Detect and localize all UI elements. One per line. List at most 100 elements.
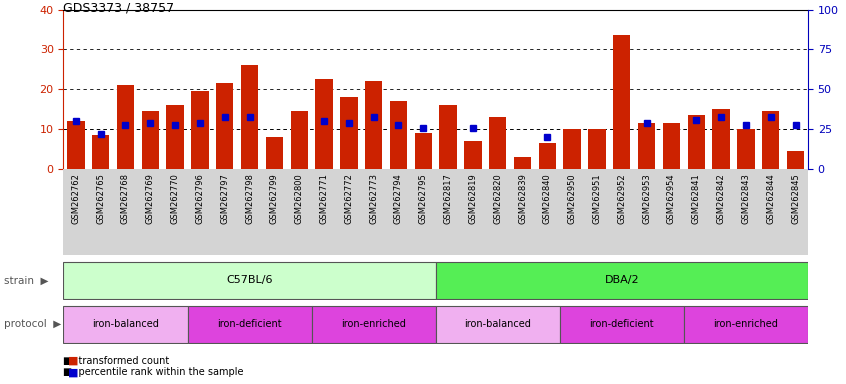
Text: GSM262773: GSM262773	[369, 173, 378, 224]
Text: GSM262843: GSM262843	[741, 173, 750, 224]
Bar	[514, 157, 531, 169]
Text: GSM262769: GSM262769	[146, 173, 155, 224]
Text: C57BL/6: C57BL/6	[227, 275, 272, 285]
Bar	[316, 79, 332, 169]
Text: GSM262817: GSM262817	[443, 173, 453, 224]
Text: ■  percentile rank within the sample: ■ percentile rank within the sample	[63, 367, 244, 377]
Text: GSM262952: GSM262952	[618, 173, 626, 224]
Bar	[486, 169, 510, 255]
Bar	[390, 101, 407, 169]
Bar	[63, 306, 188, 343]
Text: iron-balanced: iron-balanced	[464, 319, 531, 329]
Bar	[439, 105, 457, 169]
Text: GSM262819: GSM262819	[469, 173, 477, 224]
Text: GSM262799: GSM262799	[270, 173, 279, 224]
Text: GSM262954: GSM262954	[667, 173, 676, 224]
Text: GSM262842: GSM262842	[717, 173, 726, 224]
Bar	[241, 65, 258, 169]
Bar	[560, 169, 585, 255]
Text: GSM262797: GSM262797	[220, 173, 229, 224]
Text: DBA/2: DBA/2	[605, 275, 639, 285]
Bar	[684, 169, 709, 255]
Bar	[262, 169, 287, 255]
Bar	[311, 169, 337, 255]
Text: iron-deficient: iron-deficient	[590, 319, 654, 329]
Text: GSM262796: GSM262796	[195, 173, 205, 224]
Text: GSM262770: GSM262770	[171, 173, 179, 224]
Bar	[361, 169, 386, 255]
Bar	[737, 129, 755, 169]
Text: GSM262844: GSM262844	[766, 173, 775, 224]
Text: protocol  ▶: protocol ▶	[4, 319, 62, 329]
Bar	[613, 35, 630, 169]
Text: ■  transformed count: ■ transformed count	[63, 356, 170, 366]
Text: ■: ■	[68, 367, 78, 377]
Bar	[712, 109, 730, 169]
Bar	[167, 105, 184, 169]
Bar	[510, 169, 535, 255]
Bar	[63, 262, 436, 299]
Bar	[117, 85, 135, 169]
Bar	[762, 111, 779, 169]
Bar	[684, 306, 808, 343]
Text: GSM262762: GSM262762	[71, 173, 80, 224]
Bar	[188, 169, 212, 255]
Text: GSM262839: GSM262839	[518, 173, 527, 224]
Bar	[535, 169, 560, 255]
Bar	[609, 169, 634, 255]
Bar	[212, 169, 237, 255]
Bar	[141, 111, 159, 169]
Bar	[162, 169, 188, 255]
Bar	[63, 169, 88, 255]
Text: GSM262951: GSM262951	[592, 173, 602, 224]
Text: GSM262794: GSM262794	[394, 173, 403, 224]
Text: GSM262768: GSM262768	[121, 173, 130, 224]
Bar	[659, 169, 684, 255]
Text: iron-enriched: iron-enriched	[713, 319, 778, 329]
Bar	[588, 129, 606, 169]
Bar	[585, 169, 609, 255]
Bar	[489, 117, 507, 169]
Bar	[436, 306, 560, 343]
Bar	[662, 123, 680, 169]
Text: GSM262765: GSM262765	[96, 173, 105, 224]
Bar	[464, 141, 481, 169]
Bar	[563, 129, 581, 169]
Bar	[290, 111, 308, 169]
Bar	[216, 83, 233, 169]
Bar	[709, 169, 733, 255]
Bar	[787, 151, 805, 169]
Bar	[634, 169, 659, 255]
Text: GDS3373 / 38757: GDS3373 / 38757	[63, 2, 174, 15]
Bar	[733, 169, 758, 255]
Bar	[415, 133, 432, 169]
Text: GSM262841: GSM262841	[692, 173, 700, 224]
Bar	[783, 169, 808, 255]
Bar	[311, 306, 436, 343]
Text: iron-balanced: iron-balanced	[92, 319, 159, 329]
Bar	[266, 137, 283, 169]
Text: GSM262771: GSM262771	[320, 173, 328, 224]
Bar	[638, 123, 656, 169]
Text: GSM262953: GSM262953	[642, 173, 651, 224]
Bar	[191, 91, 209, 169]
Text: iron-enriched: iron-enriched	[341, 319, 406, 329]
Bar	[386, 169, 411, 255]
Bar	[337, 169, 361, 255]
Bar	[560, 306, 684, 343]
Bar	[88, 169, 113, 255]
Text: ■: ■	[68, 356, 78, 366]
Bar	[340, 97, 358, 169]
Text: GSM262795: GSM262795	[419, 173, 428, 224]
Bar	[188, 306, 311, 343]
Bar	[237, 169, 262, 255]
Text: GSM262772: GSM262772	[344, 173, 354, 224]
Bar	[287, 169, 311, 255]
Text: GSM262840: GSM262840	[543, 173, 552, 224]
Bar	[688, 115, 705, 169]
Bar	[411, 169, 436, 255]
Text: GSM262800: GSM262800	[294, 173, 304, 224]
Text: GSM262798: GSM262798	[245, 173, 254, 224]
Bar	[436, 262, 808, 299]
Bar	[436, 169, 460, 255]
